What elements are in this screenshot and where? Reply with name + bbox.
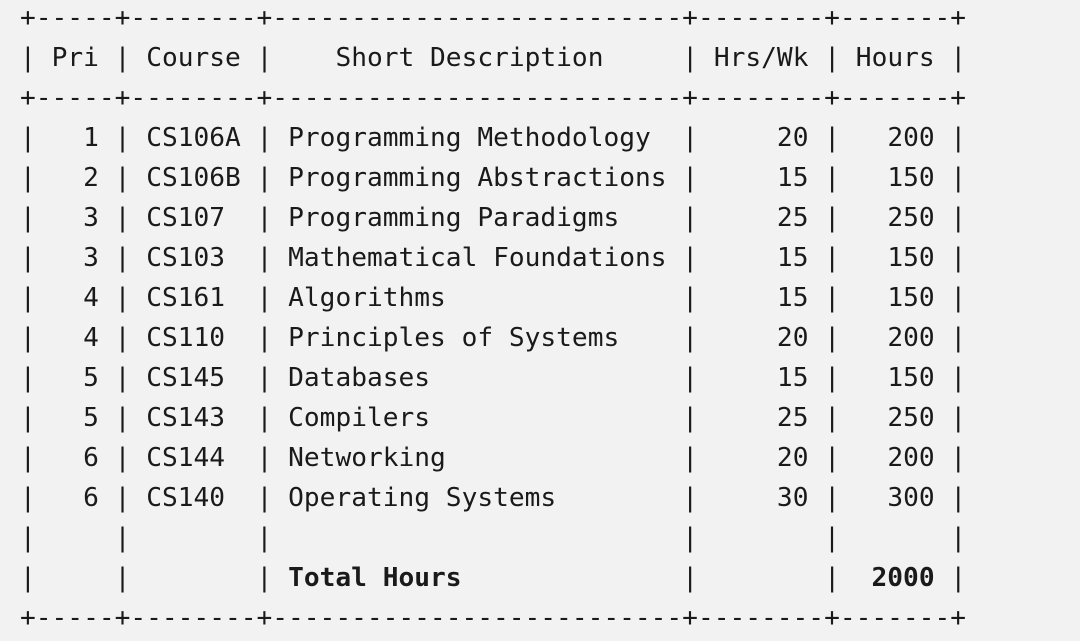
cell-description: Operating Systems <box>288 483 557 513</box>
cell-pri: 3 <box>83 243 99 273</box>
table-border-line: +-----+--------+------------------------… <box>20 603 966 633</box>
cell-hrs-wk: 25 <box>776 403 809 433</box>
cell-description: Programming Paradigms <box>288 203 620 233</box>
header-hours: Hours <box>855 43 935 73</box>
header-course: Course <box>146 43 241 73</box>
cell-description: Programming Methodology <box>288 123 651 153</box>
cell-pri: 1 <box>83 123 99 153</box>
header-pri: Pri <box>51 43 99 73</box>
cell-description: Mathematical Foundations <box>288 243 667 273</box>
cell-hours: 150 <box>887 363 935 393</box>
cell-hrs-wk: 30 <box>776 483 809 513</box>
cell-hrs-wk: 15 <box>776 363 809 393</box>
cell-hours: 250 <box>887 403 935 433</box>
table-border-line: +-----+--------+------------------------… <box>20 3 966 33</box>
header-hrs-wk: Hrs/Wk <box>713 43 809 73</box>
cell-course: CS145 <box>146 363 226 393</box>
cell-hrs-wk: 15 <box>776 243 809 273</box>
cell-course: CS140 <box>146 483 226 513</box>
cell-pri: 3 <box>83 203 99 233</box>
cell-hours: 250 <box>887 203 935 233</box>
cell-pri: 5 <box>83 363 99 393</box>
cell-course: CS107 <box>146 203 226 233</box>
cell-pri: 4 <box>83 323 99 353</box>
cell-course: CS144 <box>146 443 226 473</box>
cell-hrs-wk: 25 <box>776 203 809 233</box>
total-hours-value: 2000 <box>871 563 935 593</box>
cell-course: CS103 <box>146 243 226 273</box>
cell-pri: 6 <box>83 483 99 513</box>
cell-hrs-wk: 20 <box>776 123 809 153</box>
cell-course: CS106A <box>146 123 241 153</box>
cell-description: Databases <box>288 363 431 393</box>
cell-hrs-wk: 15 <box>776 163 809 193</box>
cell-course: CS161 <box>146 283 226 313</box>
cell-description: Programming Abstractions <box>288 163 667 193</box>
header-description: Short Description <box>335 43 604 73</box>
total-hours-label: Total Hours <box>288 563 462 593</box>
cell-hours: 200 <box>887 123 935 153</box>
table-border-line: +-----+--------+------------------------… <box>20 83 966 113</box>
cell-hours: 150 <box>887 243 935 273</box>
cell-pri: 5 <box>83 403 99 433</box>
cell-description: Algorithms <box>288 283 446 313</box>
cell-course: CS110 <box>146 323 226 353</box>
cell-pri: 6 <box>83 443 99 473</box>
cell-description: Compilers <box>288 403 431 433</box>
cell-hours: 150 <box>887 163 935 193</box>
cell-course: CS143 <box>146 403 226 433</box>
cell-hours: 150 <box>887 283 935 313</box>
cell-hours: 200 <box>887 443 935 473</box>
cell-hrs-wk: 20 <box>776 443 809 473</box>
course-hours-table: +-----+--------+------------------------… <box>20 3 967 633</box>
cell-hours: 200 <box>887 323 935 353</box>
cell-description: Principles of Systems <box>288 323 620 353</box>
cell-pri: 4 <box>83 283 99 313</box>
cell-hours: 300 <box>887 483 935 513</box>
cell-hrs-wk: 20 <box>776 323 809 353</box>
cell-hrs-wk: 15 <box>776 283 809 313</box>
cell-description: Networking <box>288 443 446 473</box>
cell-course: CS106B <box>146 163 241 193</box>
cell-pri: 2 <box>83 163 99 193</box>
